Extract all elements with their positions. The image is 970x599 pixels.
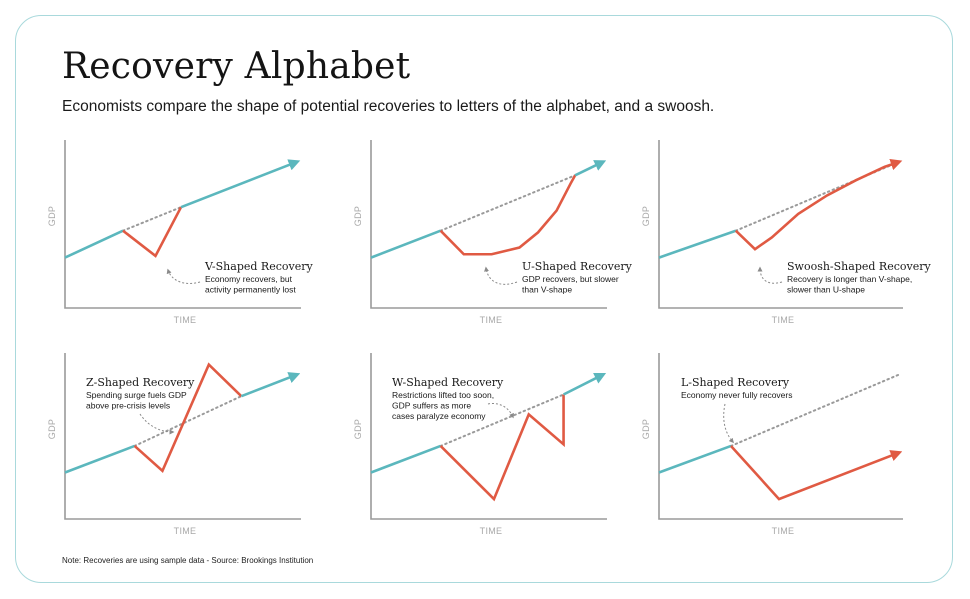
annotation-text: Restrictions lifted too soon, [392,390,494,400]
post-recovery-line [562,372,607,396]
annotation-title: W-Shaped Recovery [392,376,504,389]
source-note: Note: Recoveries are using sample data -… [62,556,314,565]
page-title: Recovery Alphabet [62,46,411,87]
pre-crisis-line [370,444,442,474]
axis-frame [658,353,903,520]
annotation-arrow [139,413,175,435]
trend-line [734,160,900,232]
annotation-text: slower than U-shape [787,285,865,295]
page-subtitle: Economists compare the shape of potentia… [62,98,715,115]
trend-line [122,206,182,232]
trend-line [730,373,900,447]
y-axis-label: GDP [353,206,363,226]
recovery-line [439,174,577,256]
annotation-text: GDP recovers, but slower [522,274,619,284]
annotation-arrow [166,268,201,284]
y-axis-label: GDP [47,419,57,439]
annotation-title: Swoosh-Shaped Recovery [787,260,931,273]
pre-crisis-line [64,444,136,474]
x-axis-label: TIME [772,315,795,325]
recovery-line [122,206,183,258]
y-axis-label: GDP [641,419,651,439]
annotation-arrow [487,403,514,419]
axis-frame [658,140,903,309]
annotation-text: Recovery is longer than V-shape, [787,274,912,284]
annotation-text: Economy never fully recovers [681,390,793,400]
recovery-line [734,159,903,251]
post-recovery-line [240,372,301,398]
annotation-text: cases paralyze economy [392,411,486,421]
annotation-title: L-Shaped Recovery [681,376,790,389]
y-axis-label: GDP [353,419,363,439]
recovery-line [133,362,243,474]
x-axis-label: TIME [174,315,197,325]
axis-frame [64,140,301,309]
pre-crisis-line [370,229,442,259]
pre-crisis-line [658,229,737,259]
annotation-text: GDP suffers as more [392,401,471,411]
x-axis-label: TIME [772,526,795,536]
annotation-title: Z-Shaped Recovery [86,376,195,389]
annotation-text: Economy recovers, but [205,274,293,284]
x-axis-label: TIME [174,526,197,536]
annotation-arrow [484,266,518,285]
y-axis-label: GDP [641,206,651,226]
annotation-text: activity permanently lost [205,285,296,295]
annotation-arrow [723,403,735,444]
annotation-text: Spending surge fuels GDP [86,390,187,400]
annotation-text: than V-shape [522,285,572,295]
axis-frame [64,353,301,520]
axis-frame [370,353,607,520]
annotation-title: V-Shaped Recovery [204,260,313,273]
trend-line [439,174,577,232]
x-axis-label: TIME [480,526,503,536]
trend-line [133,395,243,447]
recovery-line [730,445,903,501]
pre-crisis-line [64,229,124,259]
post-recovery-line [574,160,607,177]
recovery-line [439,394,565,502]
annotation-title: U-Shaped Recovery [522,260,633,273]
annotation-text: above pre-crisis levels [86,401,170,411]
trend-line [439,393,565,447]
axis-frame [370,140,607,309]
x-axis-label: TIME [480,315,503,325]
y-axis-label: GDP [47,206,57,226]
annotation-arrow [757,266,783,284]
pre-crisis-line [658,444,732,474]
post-recovery-line [180,159,301,209]
